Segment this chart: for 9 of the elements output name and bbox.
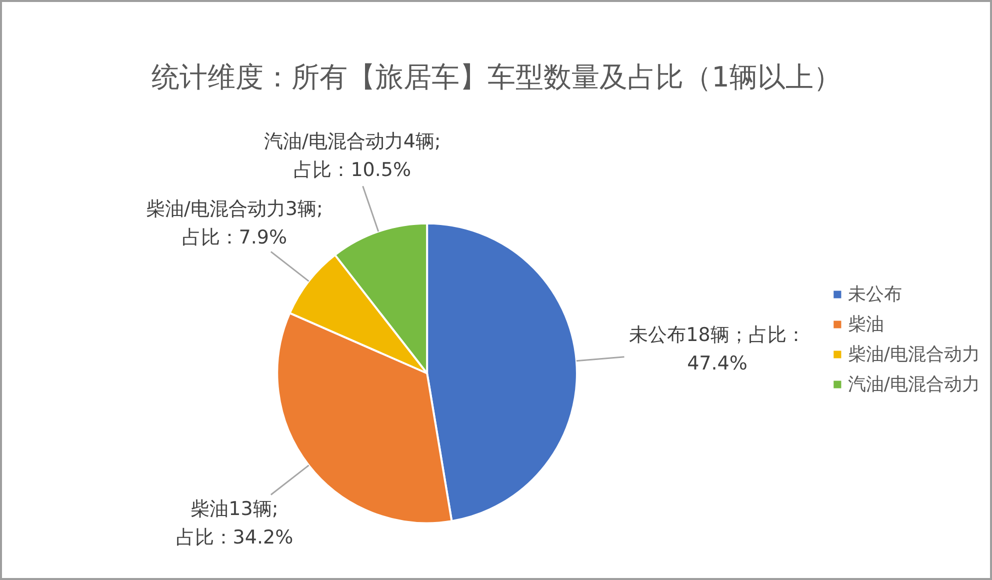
data-label: 汽油/电混合动力4辆; 占比：10.5% xyxy=(264,130,441,182)
data-label: 未公布18辆；占比： 47.4% xyxy=(629,324,806,374)
data-label: 柴油13辆; 占比：34.2% xyxy=(176,498,294,548)
legend-label: 柴油/电混合动力 xyxy=(848,343,980,366)
legend-label: 未公布 xyxy=(848,283,902,306)
legend-label: 汽油/电混合动力 xyxy=(848,373,980,396)
chart-title: 统计维度：所有【旅居车】车型数量及占比（1辆以上） xyxy=(152,60,842,94)
legend-label: 柴油 xyxy=(848,313,884,336)
data-label: 柴油/电混合动力3辆; 占比：7.9% xyxy=(146,198,323,249)
